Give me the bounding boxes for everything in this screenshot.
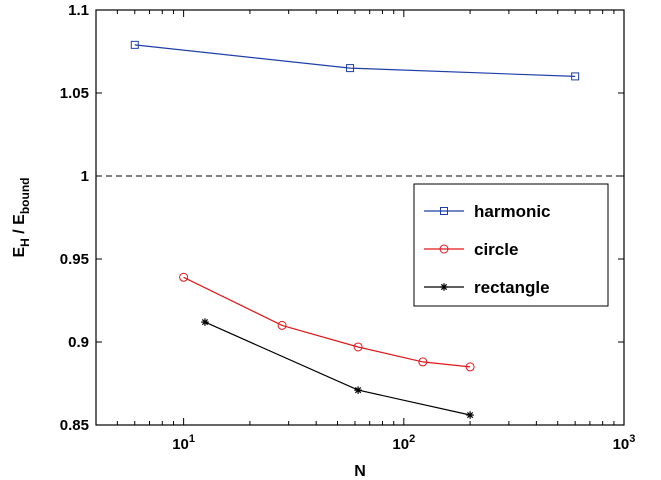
x-tick-label: 102 (392, 433, 415, 453)
y-axis-label-sub-bound: bound (18, 177, 32, 214)
point-circle (353, 342, 363, 352)
y-axis-label-sub-h: H (18, 238, 32, 247)
point-circle (277, 320, 287, 330)
legend-marker-harmonic (440, 207, 448, 215)
series-line-circle (183, 276, 471, 368)
legend-label-rectangle: rectangle (474, 278, 550, 297)
series-line-rectangle (204, 321, 471, 416)
x-tick-label-base: 10 (392, 436, 409, 453)
x-tick-label-exponent: 3 (629, 433, 635, 445)
series-layer (130, 40, 580, 419)
y-tick-label: 0.9 (68, 334, 89, 351)
y-tick-label: 0.95 (60, 251, 89, 268)
series-line-harmonic (134, 44, 576, 77)
legend-label-harmonic: harmonic (474, 202, 551, 221)
x-axis-label: N (354, 463, 366, 480)
x-tick-label-exponent: 2 (409, 433, 415, 445)
point-harmonic (571, 72, 580, 81)
x-tick-label-base: 10 (613, 436, 630, 453)
legend-marker-circle (439, 244, 449, 254)
point-rectangle (354, 386, 362, 394)
y-axis-label-mid: / E (11, 214, 28, 238)
y-tick-label: 0.85 (60, 417, 89, 434)
point-rectangle (201, 318, 209, 326)
y-tick-label: 1.05 (60, 85, 89, 102)
point-harmonic (130, 40, 139, 49)
y-tick-label: 1.1 (68, 2, 89, 19)
x-tick-label-exponent: 1 (189, 433, 195, 445)
y-axis-label-main: E (11, 247, 28, 258)
x-tick-label: 103 (613, 433, 636, 453)
point-harmonic (346, 64, 355, 73)
x-tick-label: 101 (172, 433, 195, 453)
plot-frame (95, 9, 625, 426)
legend-label-circle: circle (474, 240, 518, 259)
y-axis-label: EH / Ebound (11, 177, 32, 257)
point-rectangle (466, 411, 474, 419)
y-tick-label: 1 (81, 168, 89, 185)
legend: harmonic circle rectangle (413, 183, 609, 307)
point-circle (465, 362, 475, 372)
legend-box (413, 183, 609, 307)
point-circle (418, 357, 428, 367)
legend-marker-rectangle (440, 283, 448, 291)
x-tick-label-base: 10 (172, 436, 189, 453)
point-circle (179, 272, 189, 282)
